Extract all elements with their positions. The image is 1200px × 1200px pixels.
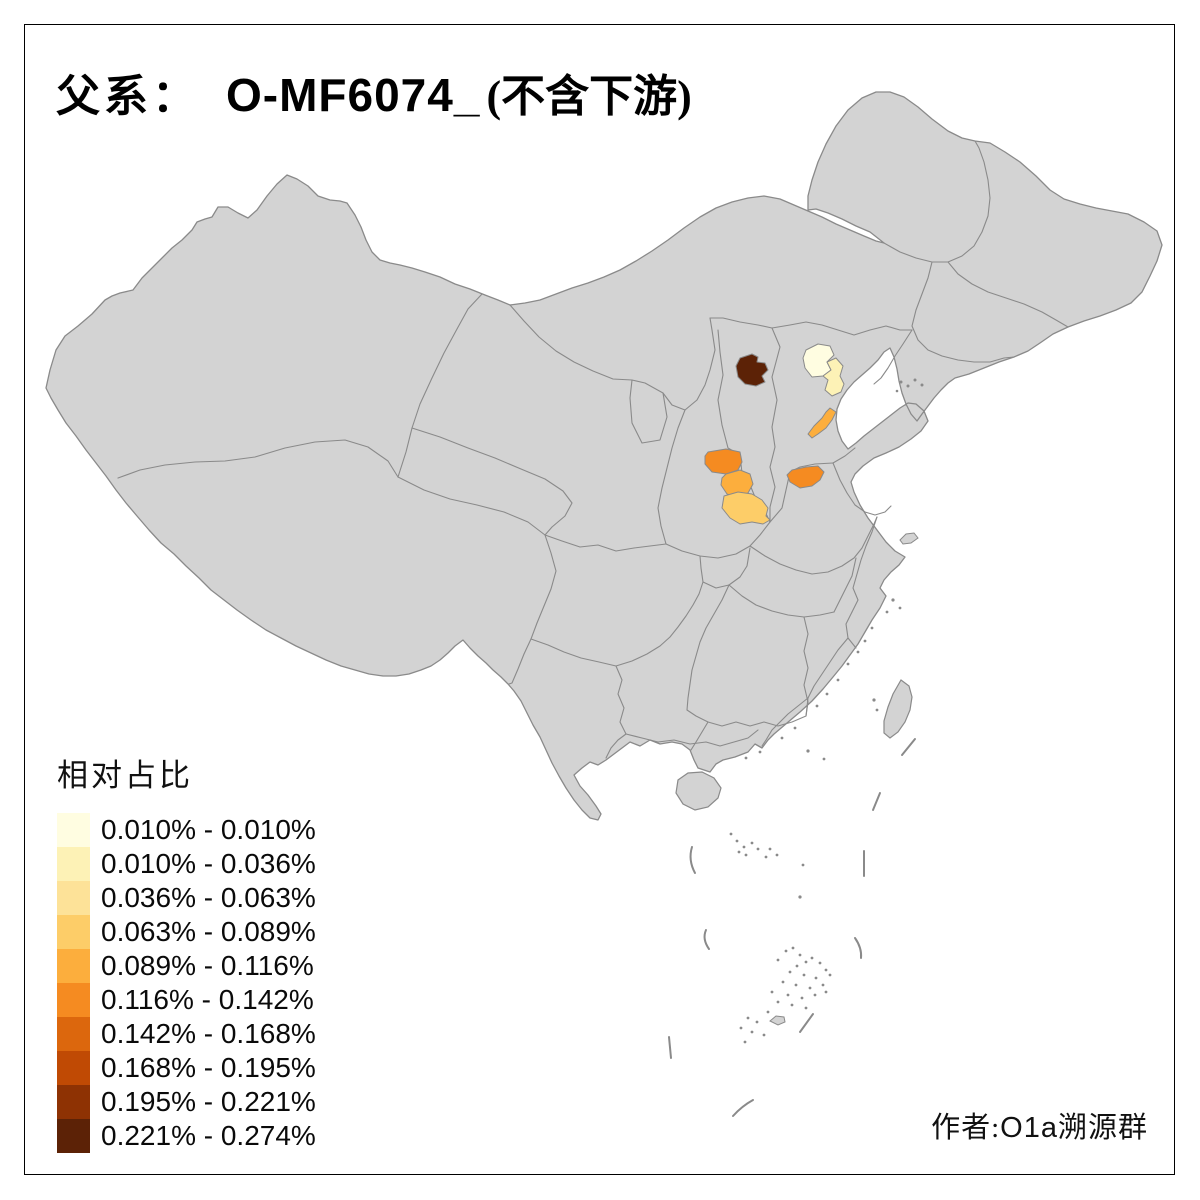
legend-row: 0.063% - 0.089% [57, 915, 316, 949]
title-suffix: (不含下游) [486, 72, 692, 121]
legend: 相对占比 0.010% - 0.010% 0.010% - 0.036% 0.036… [57, 750, 316, 1153]
legend-label: 0.010% - 0.010% [101, 814, 316, 845]
legend-row: 0.010% - 0.036% [57, 847, 316, 881]
legend-swatch [57, 1051, 90, 1085]
legend-swatch [57, 1085, 90, 1119]
legend-row: 0.089% - 0.116% [57, 949, 316, 983]
legend-swatch [57, 915, 90, 949]
spratly-islet [769, 1015, 786, 1026]
legend-swatch [57, 1119, 90, 1153]
legend-label: 0.221% - 0.274% [101, 1120, 316, 1151]
legend-swatch [57, 847, 90, 881]
legend-row: 0.116% - 0.142% [57, 983, 316, 1017]
title-haplogroup: O-MF6074_ [226, 69, 481, 121]
legend-swatch [57, 983, 90, 1017]
china-mainland [45, 91, 1163, 821]
legend-swatch [57, 881, 90, 915]
legend-label: 0.116% - 0.142% [101, 984, 314, 1015]
region-tianjin-area [822, 357, 845, 397]
attribution: 作者:O1a溯源群 [931, 1104, 1148, 1146]
legend-label: 0.089% - 0.116% [101, 950, 314, 981]
region-north-henan [786, 465, 825, 489]
legend-swatch [57, 1017, 90, 1051]
region-north-shaanxi [704, 448, 743, 475]
legend-row: 0.036% - 0.063% [57, 881, 316, 915]
legend-row: 0.195% - 0.221% [57, 1085, 316, 1119]
legend-label: 0.063% - 0.089% [101, 916, 316, 947]
title-prefix: 父系： [56, 72, 200, 121]
small-islets [729, 378, 924, 1044]
legend-label: 0.010% - 0.036% [101, 848, 316, 879]
legend-swatch [57, 949, 90, 983]
legend-label: 0.168% - 0.195% [101, 1052, 316, 1083]
legend-row: 0.010% - 0.010% [57, 813, 316, 847]
legend-title: 相对占比 [57, 758, 193, 793]
legend-row: 0.168% - 0.195% [57, 1051, 316, 1085]
islands [675, 532, 919, 1026]
legend-row: 0.221% - 0.274% [57, 1119, 316, 1153]
legend-row: 0.142% - 0.168% [57, 1017, 316, 1051]
legend-swatch [57, 813, 90, 847]
region-coastal-hebei [807, 407, 837, 439]
attribution-suffix: 溯源群 [1057, 1112, 1148, 1144]
legend-rows: 0.010% - 0.010% 0.010% - 0.036% 0.036% - 0… [57, 813, 316, 1153]
chongming-island [899, 532, 919, 545]
taiwan-island [883, 679, 913, 739]
legend-label: 0.036% - 0.063% [101, 882, 316, 913]
region-guanzhong-shaanxi [721, 491, 771, 525]
plot-title: 父系： O-MF6074_ (不含下游) [56, 60, 692, 124]
region-north-shanxi [735, 353, 769, 387]
nine-dash-line [668, 738, 916, 1117]
attribution-prefix: 作者: [931, 1112, 1001, 1144]
highlighted-regions [704, 343, 845, 525]
legend-label: 0.142% - 0.168% [101, 1018, 316, 1049]
hainan-island [675, 771, 722, 811]
legend-label: 0.195% - 0.221% [101, 1086, 316, 1117]
attribution-name: O1a [1000, 1112, 1058, 1144]
